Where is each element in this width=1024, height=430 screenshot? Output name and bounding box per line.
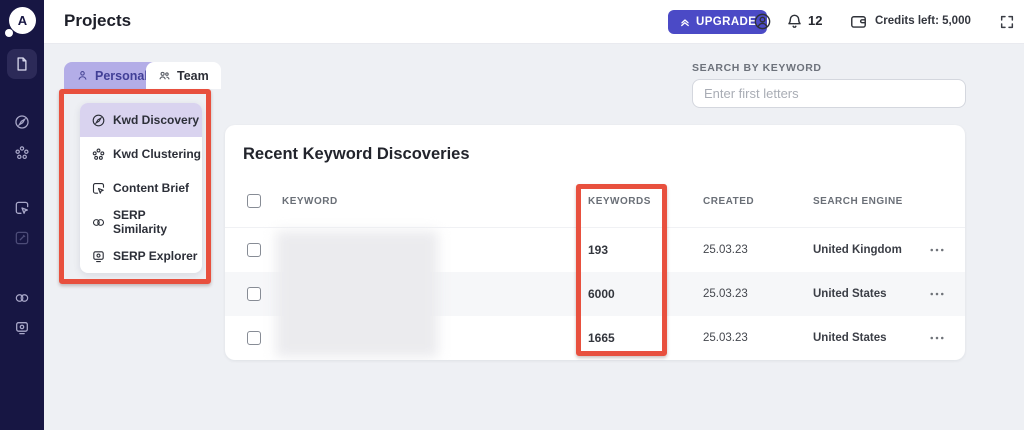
row-checkbox[interactable]	[247, 243, 261, 257]
row-actions-icon[interactable]	[928, 329, 946, 347]
file-icon[interactable]	[14, 56, 31, 73]
compass-icon	[92, 114, 105, 126]
row-checkbox[interactable]	[247, 331, 261, 345]
menu-item-kwd-discovery[interactable]: Kwd Discovery	[80, 103, 202, 137]
search-engine: United Kingdom	[813, 244, 902, 256]
cursor-click-icon	[92, 182, 105, 194]
feature-menu: Kwd Discovery Kwd Clustering Content Bri…	[80, 103, 202, 273]
created-date: 25.03.23	[703, 332, 748, 344]
menu-item-label: Kwd Clustering	[113, 147, 202, 161]
upgrade-label: UPGRADE	[696, 16, 757, 28]
logo-letter: A	[17, 13, 28, 28]
app-logo[interactable]: A	[9, 7, 36, 34]
search-input[interactable]	[692, 79, 966, 108]
card-title: Recent Keyword Discoveries	[243, 145, 470, 163]
search-engine: United States	[813, 288, 887, 300]
logo-dot	[5, 29, 13, 37]
keywords-count: 193	[588, 243, 609, 257]
venn-icon[interactable]	[14, 290, 31, 307]
column-header-created: CREATED	[703, 195, 755, 207]
search-engine: United States	[813, 332, 887, 344]
menu-item-serp-similarity[interactable]: SERP Similarity	[80, 205, 202, 239]
menu-item-kwd-clustering[interactable]: Kwd Clustering	[80, 137, 202, 171]
wallet-icon[interactable]	[849, 12, 868, 31]
column-header-keywords: KEYWORDS	[588, 195, 651, 207]
tab-team[interactable]: Team	[146, 62, 221, 89]
row-checkbox[interactable]	[247, 287, 261, 301]
menu-item-content-brief[interactable]: Content Brief	[80, 171, 202, 205]
topbar: Projects UPGRADE 12 Credits left: 5,000	[44, 0, 1024, 44]
menu-item-label: Content Brief	[113, 181, 189, 195]
privacy-blur-region	[276, 231, 438, 357]
bell-icon[interactable]	[785, 12, 804, 31]
select-all-checkbox[interactable]	[247, 194, 261, 208]
menu-item-label: SERP Explorer	[113, 249, 198, 263]
row-actions-icon[interactable]	[928, 285, 946, 303]
person-icon	[78, 71, 87, 80]
created-date: 25.03.23	[703, 244, 748, 256]
sidebar: A	[0, 0, 44, 430]
table-row[interactable]: 1665 25.03.23 United States	[225, 316, 965, 360]
menu-item-serp-explorer[interactable]: SERP Explorer	[80, 239, 202, 273]
search-label: SEARCH BY KEYWORD	[692, 62, 822, 74]
credits-left-label: Credits left: 5,000	[875, 15, 971, 27]
created-date: 25.03.23	[703, 288, 748, 300]
page-title: Projects	[64, 11, 132, 30]
table-row[interactable]: 193 25.03.23 United Kingdom	[225, 228, 965, 272]
menu-item-label: SERP Similarity	[113, 208, 168, 236]
tab-personal[interactable]: Personal	[64, 62, 160, 89]
cluster-icon[interactable]	[14, 145, 31, 162]
edit-icon[interactable]	[14, 230, 31, 247]
tab-team-label: Team	[177, 68, 209, 83]
team-icon	[159, 71, 170, 80]
double-chevron-up-icon	[681, 19, 689, 27]
venn-icon	[92, 218, 105, 226]
column-header-keyword: KEYWORD	[282, 195, 338, 207]
row-actions-icon[interactable]	[928, 241, 946, 259]
upgrade-button[interactable]: UPGRADE	[668, 10, 768, 34]
cursor-click-icon[interactable]	[14, 200, 31, 217]
monitor-icon[interactable]	[14, 320, 31, 337]
compass-icon[interactable]	[14, 114, 31, 131]
monitor-icon	[93, 250, 104, 262]
column-header-search-engine: SEARCH ENGINE	[813, 195, 903, 207]
cluster-icon	[92, 148, 105, 160]
menu-item-label: Kwd Discovery	[113, 113, 200, 127]
avatar-icon[interactable]	[753, 12, 772, 31]
keywords-count: 1665	[588, 331, 615, 345]
fullscreen-icon[interactable]	[999, 14, 1015, 30]
recent-discoveries-card: Recent Keyword Discoveries KEYWORD KEYWO…	[225, 125, 965, 360]
sidebar-active-tile	[7, 49, 37, 79]
tab-personal-label: Personal	[95, 68, 148, 83]
keywords-count: 6000	[588, 287, 615, 301]
table-header: KEYWORD KEYWORDS CREATED SEARCH ENGINE	[225, 185, 965, 217]
notification-count: 12	[808, 13, 823, 28]
